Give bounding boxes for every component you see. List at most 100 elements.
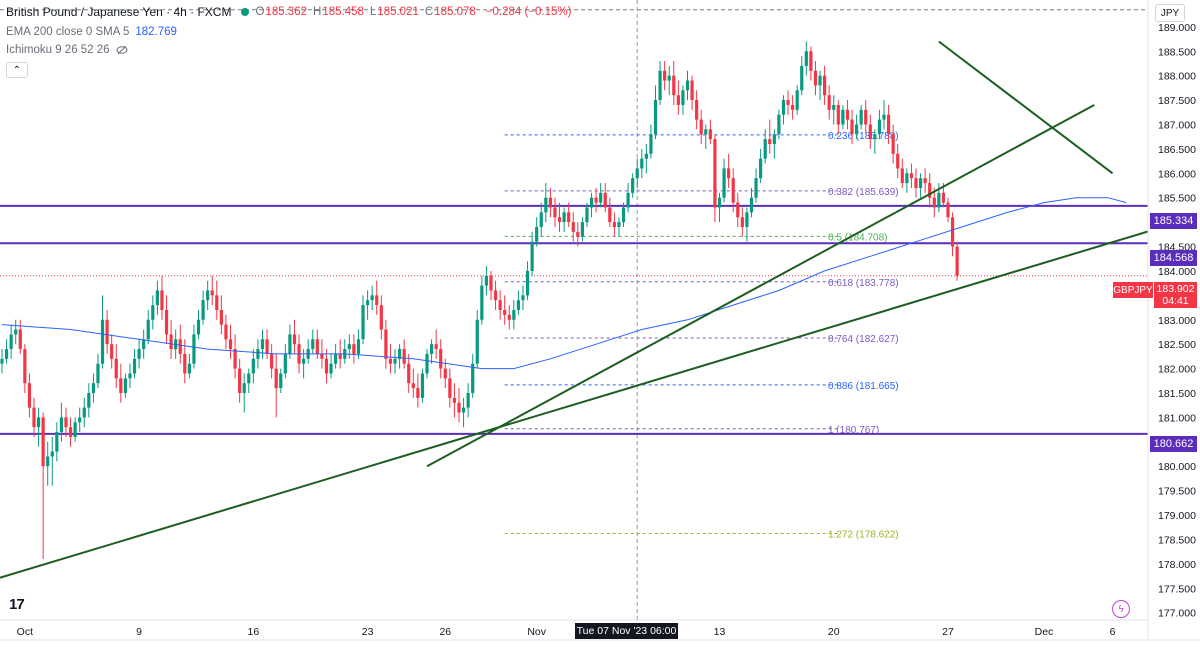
candle-body: [612, 222, 616, 228]
candle-body: [914, 178, 918, 188]
candle-body: [142, 339, 146, 350]
candle-body: [68, 427, 73, 437]
candle-body: [791, 104, 795, 110]
candle-body: [46, 456, 50, 467]
currency-selector[interactable]: JPY: [1155, 4, 1185, 22]
candle-body: [818, 75, 822, 86]
candle-body: [772, 134, 776, 145]
candle-body: [334, 353, 338, 364]
candle-body: [388, 358, 393, 364]
candle-body: [452, 397, 457, 403]
price-tick-label: 188.500: [1158, 46, 1196, 58]
price-tick-label: 187.000: [1158, 119, 1196, 131]
trendline: [0, 226, 1164, 579]
price-tick-label: 178.500: [1158, 534, 1196, 546]
candle-body: [50, 451, 54, 457]
candle-body: [553, 207, 557, 218]
candle-body: [361, 305, 365, 340]
candle-body: [448, 378, 452, 398]
candle-body: [164, 310, 169, 335]
price-axis-bg: [1148, 0, 1200, 654]
candle-body: [941, 192, 946, 203]
low-value: 185.021: [377, 6, 419, 18]
candle-body: [640, 158, 644, 169]
candle-body: [201, 300, 205, 320]
candle-body: [18, 329, 22, 350]
price-tick-label: 177.000: [1158, 608, 1196, 620]
candle-body: [302, 358, 306, 364]
candle-body: [635, 168, 639, 179]
candle-body: [283, 353, 287, 374]
candle-body: [119, 378, 123, 393]
candle-body: [187, 363, 191, 374]
candle-body: [356, 339, 361, 354]
time-tick-label: 6: [1110, 626, 1116, 638]
candle-body: [937, 192, 941, 208]
candle-body: [238, 368, 242, 393]
candle-body: [375, 295, 379, 306]
price-tick-label: 186.000: [1158, 168, 1196, 180]
candle-body: [484, 275, 489, 286]
candle-body: [717, 197, 722, 208]
candle-body: [535, 227, 539, 242]
candle-body: [169, 334, 173, 350]
candle-body: [877, 119, 882, 135]
candle-body: [905, 173, 909, 184]
ichimoku-legend[interactable]: Ichimoku 9 26 52 26: [6, 44, 128, 56]
candle-body: [704, 129, 708, 135]
candle-body: [503, 310, 507, 315]
candle-body: [932, 197, 936, 208]
time-tick-label: 13: [714, 626, 726, 638]
candle-body: [64, 417, 68, 428]
candle-body: [681, 90, 685, 105]
symbol-legend: British Pound / Japanese Yen · 4h · FXCM…: [6, 5, 572, 19]
candle-body: [512, 310, 516, 320]
candle-body: [128, 373, 132, 379]
eye-slash-icon[interactable]: [116, 45, 128, 55]
lightning-icon[interactable]: ϟ: [1112, 600, 1130, 618]
candle-body: [265, 339, 269, 354]
candle-body: [247, 373, 251, 384]
candle-body: [946, 202, 950, 218]
candle-body: [100, 319, 105, 364]
ema-legend[interactable]: EMA 200 close 0 SMA 5 182.769: [6, 26, 177, 38]
candle-body: [146, 319, 150, 340]
symbol-price-tag: GBPJPY: [1113, 282, 1153, 298]
change-value: −0.284 (−0.15%): [485, 6, 572, 18]
ema-line: [1, 197, 1127, 370]
tradingview-logo[interactable]: 17: [9, 596, 25, 613]
symbol-title[interactable]: British Pound / Japanese Yen · 4h · FXCM: [6, 5, 232, 19]
candle-body: [4, 349, 9, 359]
candle-body: [521, 295, 525, 301]
candle-body: [882, 114, 886, 120]
candle-body: [823, 75, 827, 96]
candle-body: [498, 300, 502, 310]
ichimoku-label: Ichimoku 9 26 52 26: [6, 44, 110, 56]
candle-body: [256, 349, 260, 359]
candle-body: [539, 212, 543, 228]
fib-level-label: 1.272 (178.622): [828, 529, 899, 540]
candle-body: [82, 407, 86, 418]
candle-body: [740, 217, 744, 228]
candle-body: [352, 344, 356, 354]
candle-body: [457, 402, 461, 413]
candle-body: [864, 109, 868, 125]
grid: [0, 0, 1148, 620]
candle-body: [279, 373, 283, 389]
candle-body: [228, 339, 233, 350]
candle-body: [14, 329, 18, 335]
candle-body: [813, 70, 818, 86]
candle-body: [685, 80, 690, 91]
ema-label: EMA 200 close 0 SMA 5: [6, 26, 130, 38]
candle-body: [909, 173, 914, 179]
candle-body: [425, 353, 429, 374]
fib-level-label: 0.5 (184.708): [828, 232, 888, 243]
candle-body: [777, 114, 781, 135]
collapse-legend-button[interactable]: ⌃: [6, 62, 28, 78]
candle-body: [224, 324, 228, 340]
candle-body: [461, 407, 466, 413]
candle-body: [594, 197, 598, 203]
candle-body: [809, 51, 813, 71]
candle-body: [407, 363, 411, 384]
